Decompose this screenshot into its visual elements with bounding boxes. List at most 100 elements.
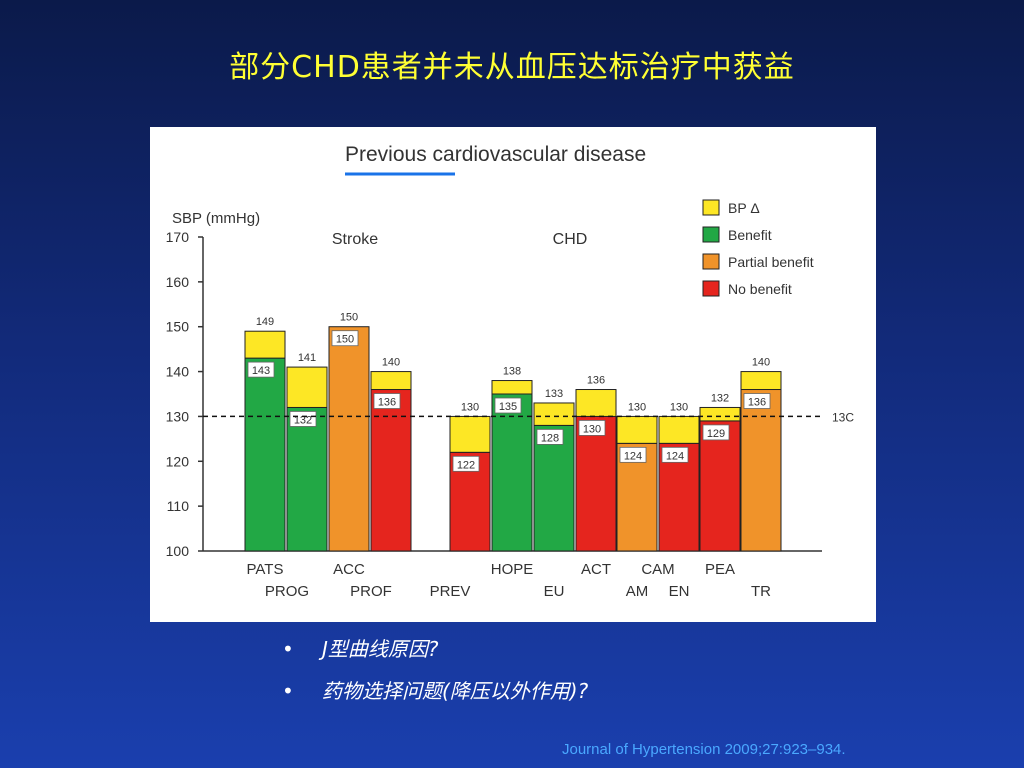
bar-top-label: 130	[461, 401, 479, 413]
bar-top-label: 130	[628, 401, 646, 413]
bar-value-label: 136	[378, 397, 396, 409]
bullet-list: • J型曲线原因? • 药物选择问题(降压以外作用)?	[282, 632, 588, 716]
bar-top-label: 149	[256, 316, 274, 328]
group-label: Stroke	[332, 231, 378, 248]
bar-value-box	[578, 420, 606, 436]
bar-value-label: 129	[707, 428, 725, 440]
bullet-item: • J型曲线原因?	[282, 632, 588, 674]
bullet-marker: •	[282, 679, 294, 703]
y-tick-label: 170	[166, 229, 190, 245]
bar-delta-segment	[449, 415, 491, 453]
bullet-item: • 药物选择问题(降压以外作用)?	[282, 674, 588, 716]
bar-value-box	[661, 446, 689, 463]
bar-delta-segment	[658, 415, 700, 444]
category-label: PROF	[350, 583, 392, 600]
bar-delta-segment	[370, 371, 412, 391]
y-tick-label: 150	[166, 319, 190, 335]
legend-swatch	[702, 253, 720, 270]
category-label: CAM	[641, 561, 674, 578]
reference-line-label: 13C	[832, 410, 854, 424]
legend-swatch	[702, 280, 720, 297]
bar-delta-segment	[286, 366, 328, 408]
y-tick-label: 110	[167, 498, 190, 514]
bar-segment	[575, 415, 617, 552]
category-label: PREV	[430, 583, 471, 600]
bar-value-box	[536, 428, 564, 445]
category-label: PEA	[705, 561, 735, 578]
bar-top-label: 141	[298, 352, 316, 364]
category-label: EU	[544, 583, 565, 600]
bar-delta-segment	[616, 415, 658, 444]
bar-value-box	[619, 446, 647, 463]
bar-delta-segment	[575, 389, 617, 417]
bar-value-box	[743, 393, 771, 409]
y-axis-label: SBP (mmHg)	[172, 210, 260, 227]
category-label: AM	[626, 583, 649, 600]
chart-title: Previous cardiovascular disease	[345, 143, 646, 166]
legend-label: No benefit	[728, 281, 792, 297]
legend-label: Benefit	[728, 227, 772, 243]
bar-top-label: 138	[503, 366, 521, 378]
bar-delta-segment	[244, 330, 286, 359]
bar-value-label: 122	[457, 459, 475, 471]
bar-value-box	[702, 424, 730, 441]
bar-segment	[328, 326, 370, 552]
bar-value-box	[331, 330, 359, 347]
legend-label: BP Δ	[728, 200, 760, 216]
bar-top-label: 133	[545, 388, 563, 400]
bar-delta-segment	[491, 380, 533, 395]
bar-top-label: 130	[670, 401, 688, 413]
y-tick-label: 160	[166, 274, 190, 290]
bar-segment	[370, 389, 412, 552]
bar-value-box	[494, 397, 522, 414]
bar-value-box	[247, 361, 275, 378]
category-label: ACC	[333, 561, 365, 578]
bar-value-label: 143	[252, 365, 270, 377]
bar-value-label: 136	[748, 397, 766, 409]
legend-swatch	[702, 226, 720, 243]
bar-value-label: 124	[666, 450, 684, 462]
bar-value-box	[452, 455, 480, 472]
category-label: EN	[669, 583, 690, 600]
category-label: PROG	[265, 583, 309, 600]
y-tick-label: 100	[166, 543, 190, 559]
category-label: ACT	[581, 561, 611, 578]
bar-top-label: 132	[711, 392, 729, 404]
bar-segment	[740, 389, 782, 552]
category-label: TR	[751, 583, 771, 600]
y-tick-label: 140	[166, 364, 190, 380]
y-tick-label: 120	[166, 453, 190, 469]
chart-svg: Previous cardiovascular disease SBP (mmHg…	[166, 143, 855, 600]
slide-title: 部分CHD患者并未从血压达标治疗中获益	[229, 50, 795, 85]
bar-top-label: 140	[382, 357, 400, 369]
bar-segment	[244, 357, 286, 552]
group-label: CHD	[553, 231, 588, 248]
chart-panel: Previous cardiovascular disease SBP (mmHg…	[150, 127, 876, 622]
bar-top-label: 136	[587, 375, 605, 387]
category-label: HOPE	[491, 561, 534, 578]
citation: Journal of Hypertension 2009;27:923–934.	[562, 741, 846, 758]
bar-top-label: 150	[340, 312, 358, 324]
bar-segment	[286, 406, 328, 552]
legend-swatch	[702, 199, 720, 216]
bar-delta-segment	[740, 371, 782, 391]
bar-top-label: 140	[752, 357, 770, 369]
bar-value-label: 135	[499, 401, 517, 413]
bar-value-box	[373, 393, 401, 409]
legend-label: Partial benefit	[728, 254, 814, 270]
bar-value-label: 132	[294, 414, 312, 426]
bullet-text: 药物选择问题(降压以外作用)?	[322, 679, 589, 703]
bar-value-label: 128	[541, 432, 559, 444]
bullet-marker: •	[282, 637, 294, 661]
bar-value-label: 150	[336, 334, 354, 346]
bar-value-label: 124	[624, 450, 642, 462]
bar-delta-segment	[533, 402, 575, 426]
bullet-text: J型曲线原因?	[322, 637, 439, 661]
y-tick-label: 130	[166, 408, 190, 424]
bar-segment	[491, 393, 533, 552]
bar-segment	[699, 420, 741, 552]
category-label: PATS	[247, 561, 284, 578]
bar-value-box	[289, 411, 317, 427]
bar-delta-segment	[699, 406, 741, 422]
bar-value-label: 130	[583, 423, 601, 435]
